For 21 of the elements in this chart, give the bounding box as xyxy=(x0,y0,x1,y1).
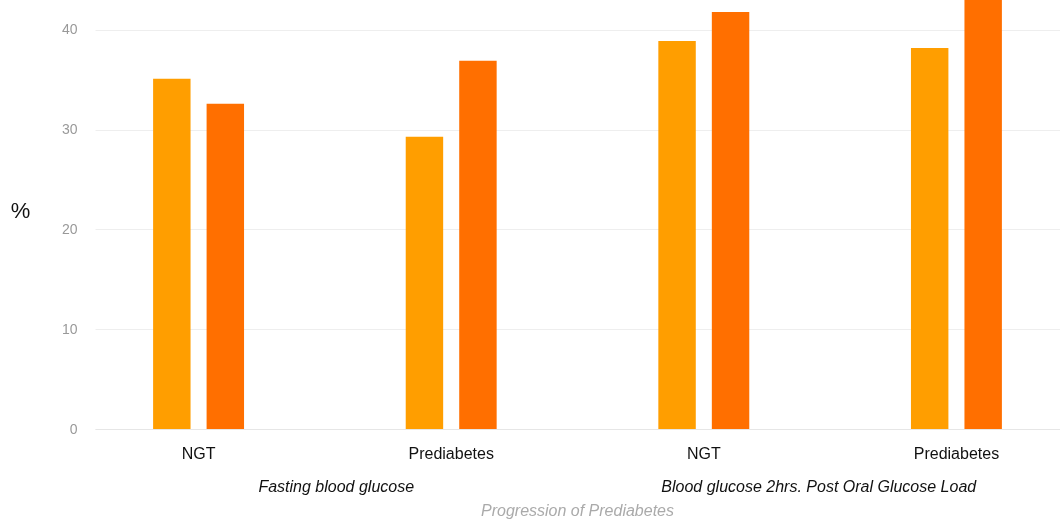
x-tick-label: NGT xyxy=(686,444,721,462)
bar xyxy=(206,103,245,429)
bar xyxy=(153,78,191,429)
bar xyxy=(711,11,750,429)
bar xyxy=(910,47,949,429)
y-tick-label: 10 xyxy=(61,320,78,337)
bar xyxy=(405,136,444,429)
bar xyxy=(658,40,696,429)
text: Fasting blood glucose xyxy=(257,478,416,496)
y-tick-label: 20 xyxy=(61,220,78,237)
x-tick-label: NGT xyxy=(181,444,216,462)
x-tick-label: Prediabetes xyxy=(913,444,1000,462)
bar xyxy=(964,0,1002,429)
x-axis-title: Progression of Prediabetes xyxy=(480,502,675,520)
y-tick-label: 0 xyxy=(69,420,78,437)
y-tick-label: 40 xyxy=(61,21,78,38)
text: Blood glucose 2hrs. Post Oral Glucose Load xyxy=(660,478,978,496)
y-axis-title: % xyxy=(10,197,31,223)
bar xyxy=(459,60,497,429)
x-tick-label: Prediabetes xyxy=(408,444,494,462)
y-tick-label: 30 xyxy=(61,121,78,138)
